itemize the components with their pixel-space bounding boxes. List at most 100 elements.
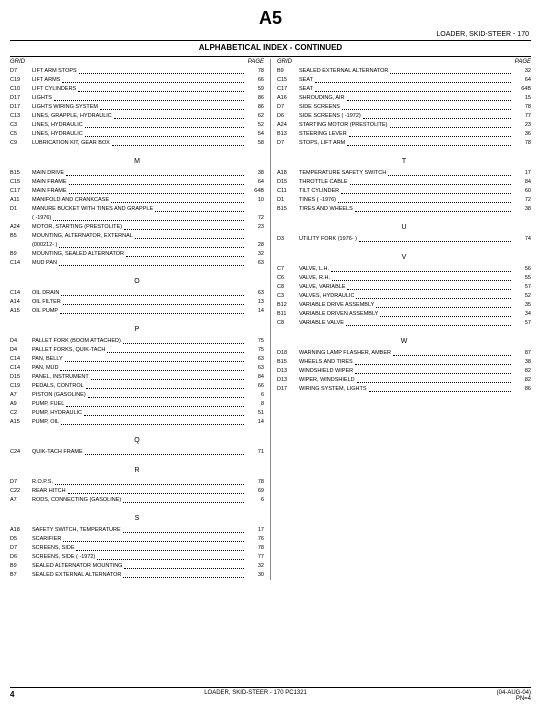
page-ref: 63 — [246, 289, 264, 298]
grid-ref: B9 — [10, 250, 32, 259]
grid-ref: C15 — [10, 178, 32, 187]
index-row: C3LINES, HYDRAULIC52 — [10, 121, 264, 130]
index-label: VARIABLE DRIVE ASSEMBLY — [299, 301, 513, 310]
index-row: D7LIFT ARM STOPS78 — [10, 67, 264, 76]
index-row: C17MAIN FRAME64B — [10, 187, 264, 196]
grid-ref: D15 — [277, 178, 299, 187]
grid-ref: D7 — [10, 478, 32, 487]
page-ref: 75 — [246, 337, 264, 346]
index-label: PEDALS, CONTROL — [32, 382, 246, 391]
page-ref: 17 — [246, 526, 264, 535]
page-ref: 23 — [513, 121, 531, 130]
grid-ref: D15 — [10, 373, 32, 382]
page-ref: 52 — [246, 121, 264, 130]
grid-ref — [10, 241, 32, 250]
index-row: C19PEDALS, CONTROL66 — [10, 382, 264, 391]
index-label: MOUNTING, ALTERNATOR, EXTERNAL — [32, 232, 246, 241]
page-ref: 32 — [513, 67, 531, 76]
letter-header: P — [10, 326, 264, 333]
grid-ref: B5 — [10, 232, 32, 241]
grid-ref: A7 — [10, 391, 32, 400]
footer-pn: PN=4 — [516, 696, 531, 702]
grid-ref: D7 — [10, 67, 32, 76]
grid-ref: C8 — [277, 283, 299, 292]
grid-ref: C24 — [10, 448, 32, 457]
page-ref: 17 — [513, 169, 531, 178]
index-row: D15THROTTLE CABLE84 — [277, 178, 531, 187]
page-ref: 64B — [246, 187, 264, 196]
page-ref: 77 — [246, 553, 264, 562]
page-ref: 78 — [513, 103, 531, 112]
page-ref — [246, 232, 264, 241]
index-row: B9SEALED EXTERNAL ALTERNATOR32 — [277, 67, 531, 76]
index-row: D13WINDSHIELD WIPER82 — [277, 367, 531, 376]
page-ref: 32 — [246, 562, 264, 571]
index-row: C6VALVE, R.H.55 — [277, 274, 531, 283]
page-ref: 63 — [246, 364, 264, 373]
index-label: QUIK-TACH FRAME — [32, 448, 246, 457]
letter-header: U — [277, 224, 531, 231]
grid-ref: C5 — [10, 130, 32, 139]
index-row: B15WHEELS AND TIRES38 — [277, 358, 531, 367]
page-ref: 64B — [513, 85, 531, 94]
grid-ref: C2 — [10, 409, 32, 418]
page-ref: 10 — [246, 196, 264, 205]
index-row: C15MAIN FRAME64 — [10, 178, 264, 187]
index-label: PALLET FORKS, QUIK-TACH — [32, 346, 246, 355]
page-ref: 69 — [246, 487, 264, 496]
index-row: C11TILT CYLINDER60 — [277, 187, 531, 196]
page-ref: 72 — [513, 196, 531, 205]
index-label: VALVES, HYDRAULIC — [299, 292, 513, 301]
letter-header: Q — [10, 437, 264, 444]
grid-ref: D3 — [277, 235, 299, 244]
index-label: SCREENS, SIDE — [32, 544, 246, 553]
index-row: D5SCARIFIER76 — [10, 535, 264, 544]
page-ref: 64 — [246, 178, 264, 187]
page-code: A5 — [0, 8, 541, 29]
index-label: LIGHTS — [32, 94, 246, 103]
index-label: MANURE BUCKET WITH TINES AND GRAPPLE — [32, 205, 246, 214]
index-row: D4PALLET FORK (BOOM ATTACHED)75 — [10, 337, 264, 346]
grid-ref: D6 — [10, 553, 32, 562]
index-row: D17LIGHTS86 — [10, 94, 264, 103]
index-label: TILT CYLINDER — [299, 187, 513, 196]
grid-ref: D7 — [277, 139, 299, 148]
index-row: D7SIDE SCREENS78 — [277, 103, 531, 112]
index-label: SIDE SCREENS ( -1972) — [299, 112, 513, 121]
index-label: WHEELS AND TIRES — [299, 358, 513, 367]
index-row: (000212- )28 — [10, 241, 264, 250]
index-label: ( -1976) — [32, 214, 246, 223]
letter-header: M — [10, 158, 264, 165]
letter-header: O — [10, 278, 264, 285]
index-label: STOPS, LIFT ARM — [299, 139, 513, 148]
grid-ref: D17 — [277, 385, 299, 394]
grid-ref: A7 — [10, 496, 32, 505]
index-label: PANEL, INSTRUMENT — [32, 373, 246, 382]
page-ref — [246, 205, 264, 214]
index-label: PUMP, OIL — [32, 418, 246, 427]
page-ref: 78 — [246, 478, 264, 487]
grid-ref: D7 — [10, 544, 32, 553]
grid-ref: D1 — [10, 205, 32, 214]
index-label: SEALED EXTERNAL ALTERNATOR — [32, 571, 246, 580]
grid-ref: C10 — [10, 85, 32, 94]
index-label: LINES, HYDRAULIC — [32, 121, 246, 130]
index-label: MOUNTING, SEALED ALTERNATOR — [32, 250, 246, 259]
page-ref: 86 — [246, 103, 264, 112]
index-label: OIL DRAIN — [32, 289, 246, 298]
grid-ref: D13 — [277, 376, 299, 385]
index-row: D15PANEL, INSTRUMENT84 — [10, 373, 264, 382]
page-ref: 63 — [246, 355, 264, 364]
header-grid: GRID — [277, 59, 299, 65]
page-ref: 28 — [246, 241, 264, 250]
page-ref: 74 — [513, 235, 531, 244]
footer-right: (04-AUG-04) PN=4 — [497, 690, 531, 702]
index-row: D18WARNING LAMP FLASHER, AMBER87 — [277, 349, 531, 358]
grid-ref: D6 — [277, 112, 299, 121]
page-ref: 55 — [513, 274, 531, 283]
index-label: WARNING LAMP FLASHER, AMBER — [299, 349, 513, 358]
grid-ref: C15 — [277, 76, 299, 85]
page-ref: 56 — [513, 265, 531, 274]
index-label: STEERING LEVER — [299, 130, 513, 139]
grid-ref: D1 — [277, 196, 299, 205]
